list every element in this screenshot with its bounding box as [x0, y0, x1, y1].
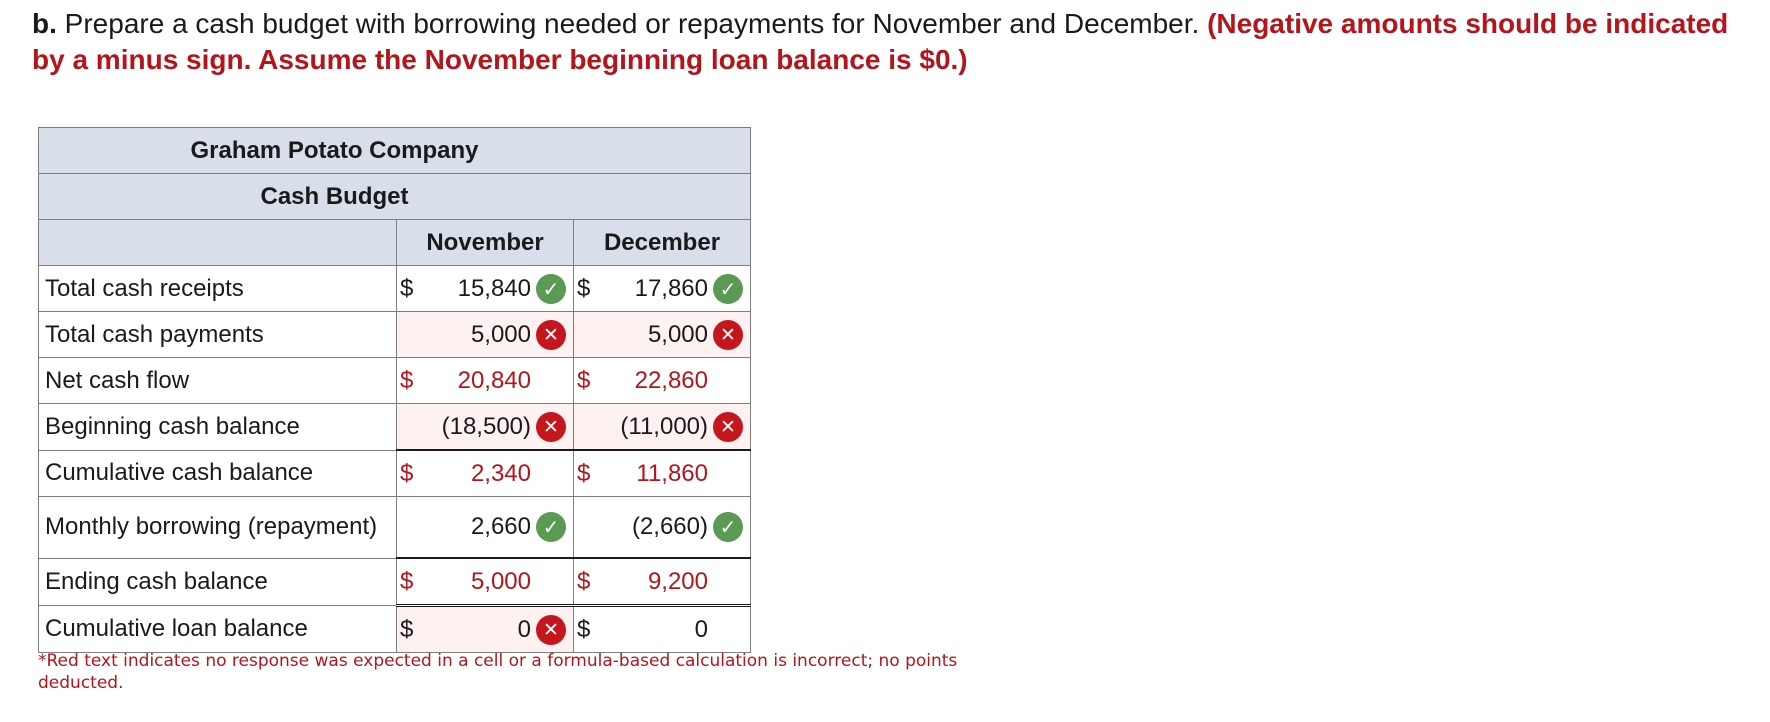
december-cell: $11,860 — [573, 449, 751, 497]
december-cell[interactable]: $17,860 ✓ — [573, 265, 751, 312]
row-label: Ending cash balance — [38, 557, 397, 606]
amount-value: (2,660) — [631, 513, 708, 540]
amount-value: 5,000 — [470, 567, 531, 595]
dollar-sign: $ — [577, 459, 591, 487]
x-icon: ✕ — [713, 319, 743, 350]
table-row: Cumulative cash balance $2,340 $11,860 — [38, 449, 751, 497]
amount-value: 22,860 — [634, 366, 708, 394]
amount-value: (11,000) — [620, 412, 708, 440]
instructions: b. Prepare a cash budget with borrowing … — [32, 6, 1752, 78]
cash-budget-table: Graham Potato Company Cash Budget Novemb… — [38, 127, 751, 653]
part-label: b. — [32, 8, 57, 39]
instructions-note: (Negative amounts should be indicated by… — [32, 8, 1729, 75]
row-label: Beginning cash balance — [38, 403, 397, 451]
amount-value: 0 — [694, 615, 708, 643]
row-label: Cumulative cash balance — [38, 449, 397, 497]
row-label: Cumulative loan balance — [38, 605, 397, 653]
december-cell[interactable]: $0 — [573, 605, 751, 653]
instructions-text: Prepare a cash budget with borrowing nee… — [56, 8, 1208, 39]
amount-value: 5,000 — [470, 320, 531, 348]
november-cell[interactable]: (18,500) ✕ — [396, 403, 574, 451]
december-cell[interactable]: 5,000 ✕ — [573, 311, 751, 358]
dollar-sign: $ — [400, 366, 414, 394]
dollar-sign: $ — [577, 615, 591, 643]
row-label: Total cash payments — [38, 311, 397, 358]
november-cell: $20,840 — [396, 357, 574, 404]
table-row: Ending cash balance $5,000 $9,200 — [38, 557, 751, 607]
amount-value: 2,660 — [470, 513, 531, 540]
amount-value: 9,200 — [647, 567, 708, 595]
dollar-sign: $ — [400, 567, 414, 595]
x-icon: ✕ — [713, 411, 743, 442]
row-label: Monthly borrowing (repayment) — [38, 496, 397, 559]
amount-value: 15,840 — [457, 274, 531, 302]
company-name: Graham Potato Company — [38, 127, 751, 174]
dollar-sign: $ — [577, 366, 591, 394]
x-icon: ✕ — [536, 411, 566, 442]
december-cell[interactable]: (11,000) ✕ — [573, 403, 751, 451]
x-icon: ✕ — [536, 319, 566, 350]
amount-value: 11,860 — [636, 459, 708, 487]
december-cell: $22,860 — [573, 357, 751, 404]
row-label: Net cash flow — [38, 357, 397, 404]
column-header-december: December — [573, 219, 751, 266]
budget-title: Cash Budget — [38, 173, 751, 220]
table-row: Total cash payments 5,000 ✕ 5,000 ✕ — [38, 311, 751, 358]
dollar-sign: $ — [577, 567, 591, 595]
table-row: Cumulative loan balance $0 ✕ $0 — [38, 605, 751, 653]
check-icon: ✓ — [536, 273, 566, 304]
footnote: *Red text indicates no response was expe… — [38, 651, 958, 693]
november-cell: $2,340 — [396, 449, 574, 497]
amount-value: 20,840 — [457, 366, 531, 394]
column-header-november: November — [396, 219, 574, 266]
december-cell[interactable]: (2,660) ✓ — [573, 496, 751, 559]
table-row: Monthly borrowing (repayment) 2,660 ✓ (2,66… — [38, 496, 751, 559]
amount-value: 5,000 — [647, 320, 708, 348]
november-cell[interactable]: 5,000 ✕ — [396, 311, 574, 358]
amount-value: (18,500) — [441, 412, 531, 440]
amount-value: 2,340 — [470, 459, 531, 487]
table-row: Net cash flow $20,840 $22,860 — [38, 357, 751, 404]
december-cell: $9,200 — [573, 557, 751, 607]
row-label: Total cash receipts — [38, 265, 397, 312]
november-cell: $5,000 — [396, 557, 574, 607]
check-icon: ✓ — [536, 512, 566, 542]
dollar-sign: $ — [400, 459, 414, 487]
table-row: Beginning cash balance (18,500) ✕ (11,000) ✕ — [38, 403, 751, 451]
dollar-sign: $ — [400, 274, 414, 302]
november-cell[interactable]: 2,660 ✓ — [396, 496, 574, 559]
dollar-sign: $ — [577, 274, 591, 302]
table-row: Total cash receipts $15,840 ✓ $17,860 ✓ — [38, 265, 751, 312]
check-icon: ✓ — [713, 273, 743, 304]
header-blank — [38, 219, 397, 266]
x-icon: ✕ — [536, 614, 566, 645]
dollar-sign: $ — [400, 615, 414, 643]
amount-value: 0 — [517, 615, 531, 643]
check-icon: ✓ — [713, 512, 743, 542]
november-cell[interactable]: $15,840 ✓ — [396, 265, 574, 312]
november-cell[interactable]: $0 ✕ — [396, 605, 574, 653]
amount-value: 17,860 — [634, 274, 708, 302]
